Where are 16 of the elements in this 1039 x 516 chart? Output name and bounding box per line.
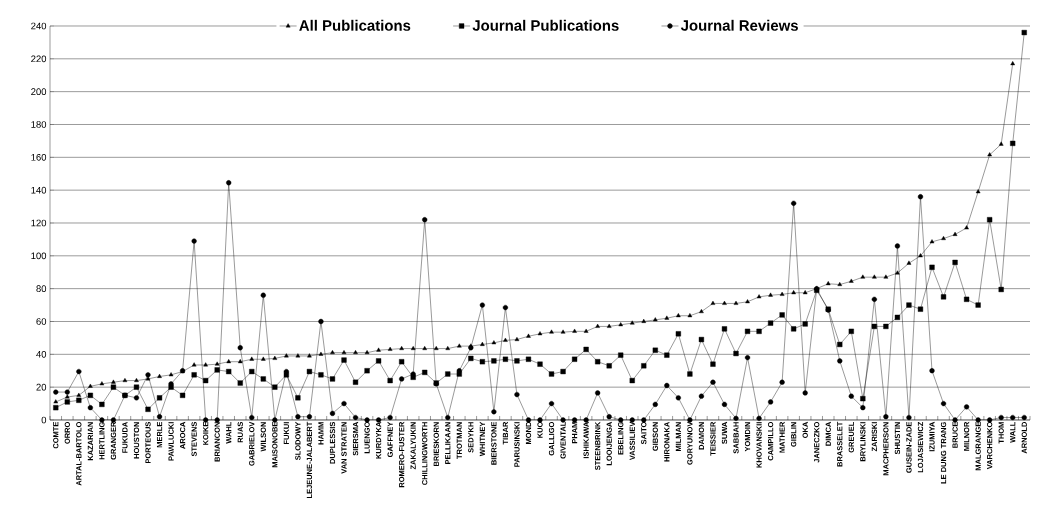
- y-tick-label: 180: [31, 121, 47, 128]
- y-tick-label: 0: [41, 416, 47, 424]
- y-tick-label: 20: [36, 383, 47, 391]
- y-tick-label: 120: [31, 219, 47, 227]
- y-tick-label: 200: [31, 88, 47, 96]
- legend-label: All Publications: [299, 19, 411, 31]
- y-tick-label: 100: [31, 252, 47, 260]
- legend-label: Journal Reviews: [680, 19, 798, 31]
- y-tick-label: 140: [31, 186, 47, 194]
- y-tick-label: 240: [31, 22, 47, 30]
- y-tick-label: 60: [36, 318, 47, 325]
- y-tick-label: 220: [31, 55, 47, 63]
- legend-label: Journal Publications: [472, 19, 619, 31]
- y-tick-label: 160: [31, 153, 47, 161]
- y-tick-label: 40: [36, 350, 47, 358]
- y-tick-label: 80: [36, 285, 47, 292]
